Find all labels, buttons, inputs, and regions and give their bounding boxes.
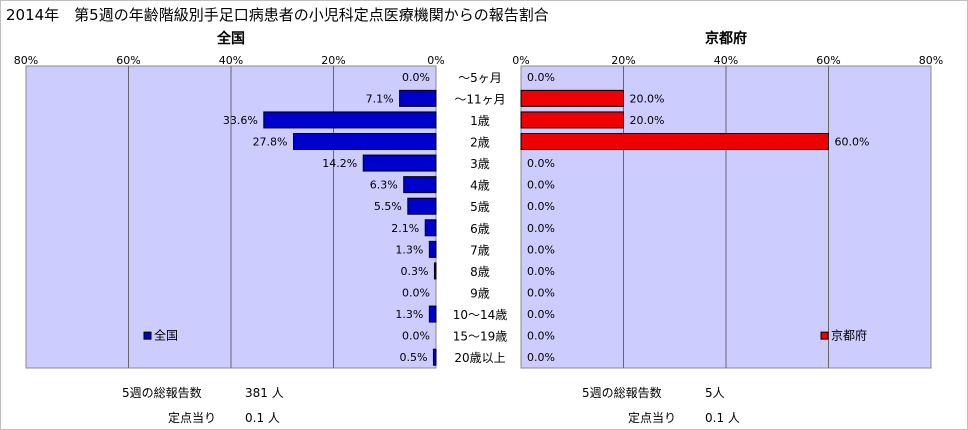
national-bar [263,111,437,129]
national-data-label: 2.1% [391,222,419,235]
category-label: ～5ヶ月 [458,71,502,85]
kyoto-data-label: 0.0% [527,243,555,256]
kyoto-total-value: 5人 [705,386,725,400]
national-chart-title: 全国 [216,30,245,47]
kyoto-data-label: 60.0% [835,136,870,149]
national-data-label: 7.1% [366,92,394,105]
national-per-site-label: 定点当り [168,411,217,425]
national-bar [293,133,437,150]
kyoto-bar [520,111,624,129]
page-title: 2014年 第5週の年齢階級別手足口病患者の小児科定点医療機関からの報告割合 [6,6,549,24]
national-data-label: 6.3% [370,179,398,192]
kyoto-data-label: 0.0% [527,71,555,84]
kyoto-data-label: 20.0% [630,92,665,105]
kyoto-legend-label: 京都府 [831,328,867,343]
kyoto-x-tick-label: 60% [816,54,840,67]
kyoto-x-tick-label: 20% [611,54,635,67]
national-data-label: 33.6% [223,114,258,127]
category-label: 1歳 [470,114,490,128]
national-bar [428,305,437,323]
category-label: 5歳 [470,200,490,214]
kyoto-chart-title: 京都府 [705,30,747,47]
category-label: 20歳以上 [454,351,505,365]
kyoto-data-label: 0.0% [527,330,555,343]
category-label: 4歳 [470,179,490,193]
national-x-tick-label: 40% [219,54,243,67]
national-x-tick-label: 60% [116,54,140,67]
kyoto-per-site-value: 0.1 人 [705,411,740,425]
national-x-tick-label: 20% [321,54,345,67]
category-label: ～11ヶ月 [454,92,505,106]
category-label: 8歳 [470,265,490,279]
kyoto-bar [520,133,829,150]
kyoto-data-label: 20.0% [630,114,665,127]
category-label: 3歳 [470,157,490,171]
kyoto-data-label: 0.0% [527,351,555,364]
kyoto-data-label: 0.0% [527,287,555,300]
national-data-label: 1.3% [395,308,423,321]
national-bar [424,219,437,237]
category-label: 7歳 [470,243,490,257]
national-bar [403,176,437,194]
national-bar [428,240,437,258]
kyoto-data-label: 0.0% [527,308,555,321]
national-data-label: 0.3% [401,265,429,278]
kyoto-x-tick-label: 0% [512,54,529,67]
kyoto-data-label: 0.0% [527,265,555,278]
kyoto-data-label: 0.0% [527,179,555,192]
kyoto-bar [520,89,624,107]
category-label: 15～19歳 [453,330,508,344]
kyoto-legend-swatch [820,331,829,340]
national-total-value: 381 人 [245,386,284,400]
national-per-site-value: 0.1 人 [245,411,280,425]
national-bar [399,89,437,107]
category-label: 2歳 [470,136,490,150]
national-data-label: 0.5% [399,351,427,364]
national-bar [362,154,437,172]
kyoto-data-label: 0.0% [527,157,555,170]
national-bar [407,197,437,215]
kyoto-data-label: 0.0% [527,222,555,235]
national-bar [433,262,437,280]
national-bar [432,348,437,366]
national-data-label: 0.0% [402,330,430,343]
kyoto-data-label: 0.0% [527,200,555,213]
national-data-label: 0.0% [402,71,430,84]
kyoto-total-label: 5週の総報告数 [582,386,662,400]
national-data-label: 14.2% [322,157,357,170]
category-label: 9歳 [470,287,490,301]
national-total-label: 5週の総報告数 [122,386,202,400]
national-data-label: 27.8% [253,136,288,149]
national-legend-swatch [143,331,152,340]
category-label: 6歳 [470,222,490,236]
category-label: 10～14歳 [453,308,508,322]
kyoto-per-site-label: 定点当り [628,411,677,425]
national-x-tick-label: 80% [14,54,38,67]
kyoto-x-tick-label: 80% [919,54,943,67]
national-data-label: 5.5% [374,200,402,213]
national-legend-label: 全国 [154,328,178,343]
national-data-label: 0.0% [402,287,430,300]
national-x-tick-label: 0% [427,54,444,67]
kyoto-x-tick-label: 40% [714,54,738,67]
national-data-label: 1.3% [395,243,423,256]
